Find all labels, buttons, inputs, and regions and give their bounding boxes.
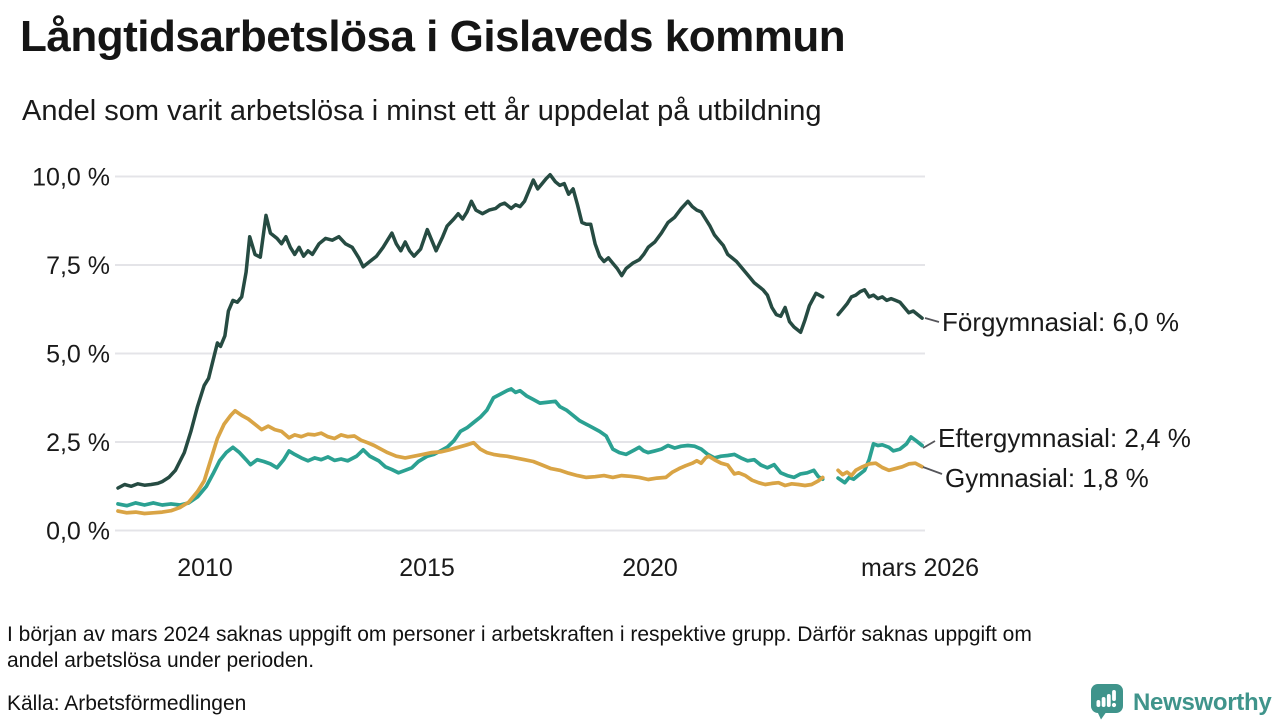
connector-eftergymnasial [922, 440, 936, 449]
series-end-label-forgymnasial: Förgymnasial: 6,0 % [942, 307, 1179, 337]
page-subtitle: Andel som varit arbetslösa i minst ett å… [22, 95, 822, 127]
x-tick-label: 2010 [177, 554, 233, 582]
y-tick-label: 10,0 % [32, 164, 110, 192]
exclamation-icon-bar [1112, 690, 1116, 701]
series-end-label-eftergymnasial: Eftergymnasial: 2,4 % [938, 423, 1191, 453]
newsworthy-wordmark: Newsworthy [1133, 688, 1272, 716]
x-axis: 2010 2015 2020 mars 2026 [177, 554, 979, 582]
bar-icon-large [1106, 694, 1111, 707]
newsworthy-logo: Newsworthy [1090, 683, 1272, 720]
connector-gymnasial [922, 466, 943, 475]
gridlines [115, 175, 925, 532]
source-note: Källa: Arbetsförmedlingen [7, 692, 247, 715]
series-end-labels: Förgymnasial: 6,0 % Eftergymnasial: 2,4 … [938, 307, 1191, 493]
y-axis: 10,0 % 7,5 % 5,0 % 2,5 % 0,0 % [32, 164, 110, 546]
label-connectors [922, 317, 943, 475]
connector-forgymnasial [924, 317, 940, 323]
footnote-line-2: andel arbetslösa under perioden. [7, 649, 315, 672]
footnote-line-1: I början av mars 2024 saknas uppgift om … [7, 623, 1032, 646]
series-end-label-gymnasial: Gymnasial: 1,8 % [945, 463, 1149, 493]
y-tick-label: 7,5 % [46, 252, 110, 280]
y-tick-label: 2,5 % [46, 429, 110, 457]
footnote: I början av mars 2024 saknas uppgift om … [7, 622, 1032, 674]
x-tick-label: 2015 [399, 554, 455, 582]
y-tick-label: 5,0 % [46, 341, 110, 369]
newsworthy-icon [1091, 684, 1123, 720]
series-line-eftergymnasial [116, 387, 924, 508]
x-tick-label: mars 2026 [861, 554, 979, 582]
y-tick-label: 0,0 % [46, 518, 110, 546]
exclamation-icon-dot [1111, 702, 1117, 708]
bar-icon-small [1096, 700, 1101, 707]
page-title: Långtidsarbetslösa i Gislaveds kommun [20, 12, 846, 61]
series-line-gymnasial [116, 408, 924, 516]
x-tick-label: 2020 [622, 554, 678, 582]
bar-icon-medium [1101, 697, 1106, 707]
series-line-forgymnasial [116, 172, 924, 490]
